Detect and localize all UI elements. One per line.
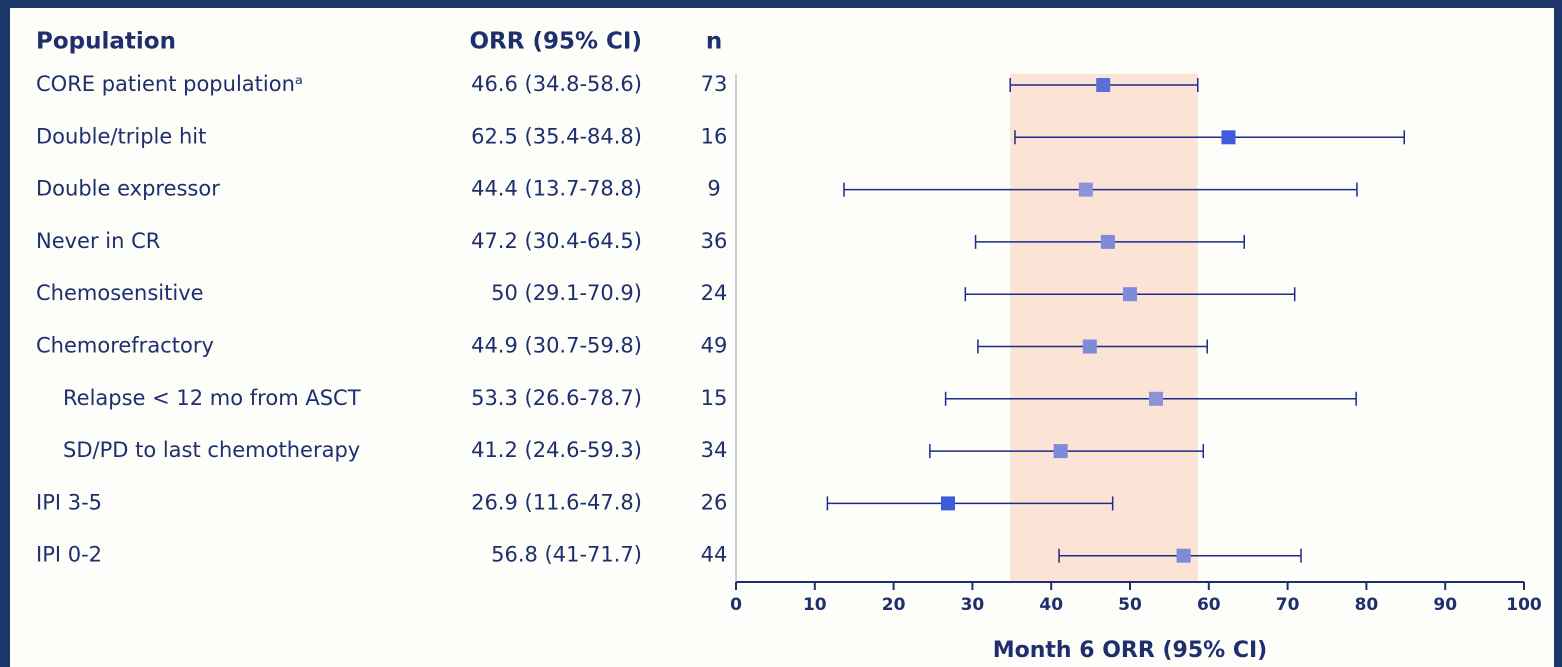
x-tick-label: 80 [1355,595,1379,615]
point-estimate [1100,234,1115,249]
x-tick-label: 10 [803,595,827,615]
orr-label: 46.6 (34.8-58.6) [471,72,642,96]
x-tick-label: 0 [730,595,742,615]
x-tick-label: 60 [1197,595,1221,615]
point-estimate [1078,182,1093,197]
x-axis-label: Month 6 ORR (95% CI) [993,638,1267,663]
n-label: 49 [701,334,728,358]
point-estimate [1149,391,1164,406]
point-estimate [1123,287,1137,302]
population-label: Relapse < 12 mo from ASCT [63,386,361,410]
x-tick-label: 50 [1118,595,1142,615]
header-orr: ORR (95% CI) [470,29,643,55]
header-n: n [706,29,722,55]
n-label: 36 [701,229,728,253]
x-tick-label: 100 [1506,595,1542,615]
n-label: 44 [701,543,728,567]
n-label: 34 [701,438,728,462]
n-label: 24 [701,281,728,305]
orr-label: 44.4 (13.7-78.8) [471,177,642,201]
orr-label: 50 (29.1-70.9) [491,281,642,305]
orr-label: 26.9 (11.6-47.8) [471,490,642,514]
orr-label: 53.3 (26.6-78.7) [471,386,642,410]
population-label: IPI 3-5 [36,490,102,514]
x-tick-label: 40 [1039,595,1063,615]
orr-label: 56.8 (41-71.7) [491,543,642,567]
x-tick-label: 90 [1433,595,1457,615]
x-tick-label: 70 [1276,595,1300,615]
header-population: Population [36,29,176,55]
orr-label: 47.2 (30.4-64.5) [471,229,642,253]
orr-label: 41.2 (24.6-59.3) [471,438,642,462]
orr-label: 44.9 (30.7-59.8) [471,334,642,358]
orr-label: 62.5 (35.4-84.8) [471,124,642,148]
population-label: Chemosensitive [36,281,204,305]
point-estimate [1053,444,1068,459]
n-label: 15 [701,386,728,410]
population-label: Double/triple hit [36,124,206,148]
n-label: 73 [701,72,728,96]
panel [10,8,1554,667]
n-label: 16 [701,124,728,148]
n-label: 26 [701,490,728,514]
population-label: IPI 0-2 [36,543,102,567]
x-tick-label: 20 [882,595,906,615]
x-tick-label: 30 [961,595,985,615]
point-estimate [1221,130,1236,145]
population-label: Chemorefractory [36,334,214,358]
point-estimate [940,496,955,511]
reference-band [1010,74,1198,582]
population-label: Double expressor [36,177,220,201]
population-label: Never in CR [36,229,160,253]
population-label: SD/PD to last chemotherapy [63,438,360,462]
point-estimate [1082,339,1097,354]
n-label: 9 [707,177,720,201]
point-estimate [1176,548,1191,563]
point-estimate [1096,78,1111,92]
population-label: CORE patient populationᵃ [36,72,303,96]
